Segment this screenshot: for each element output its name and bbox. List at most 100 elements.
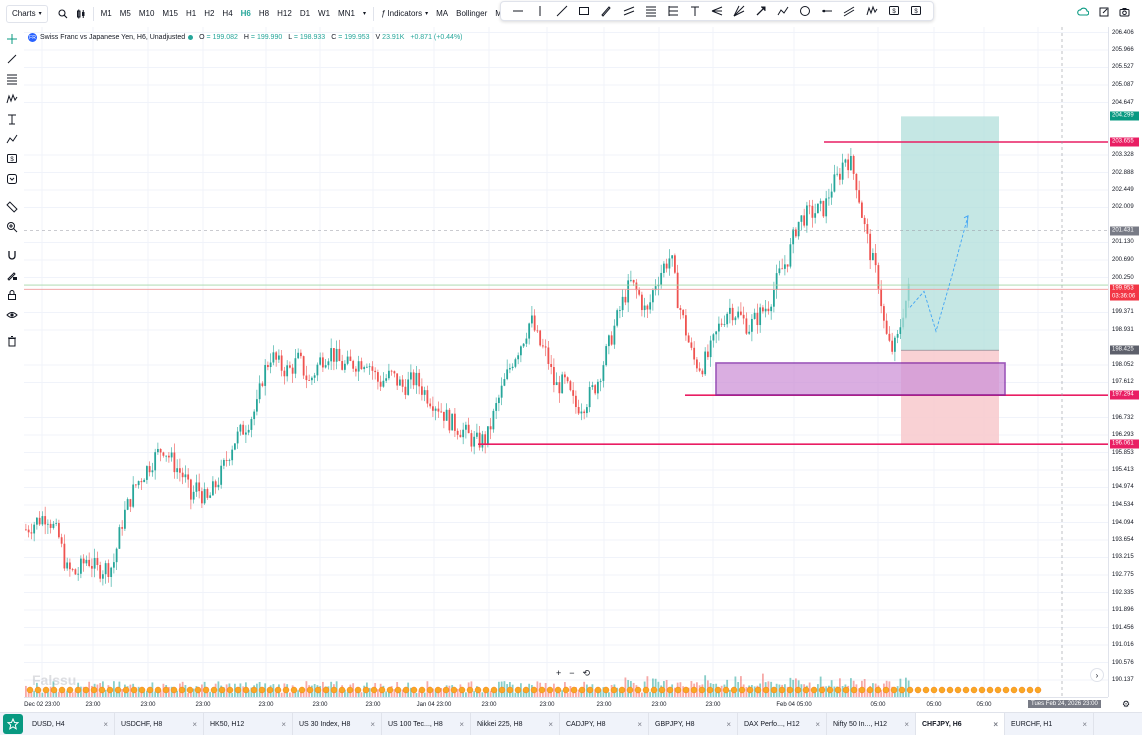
timeframe-w1[interactable]: W1 [318,9,331,18]
zoom-out-button[interactable]: − [569,668,575,678]
chart-tab[interactable]: HK50, H12 × [204,712,293,735]
trend-line-icon[interactable] [555,4,569,18]
brush-icon[interactable] [599,4,613,18]
close-tab-icon[interactable]: × [904,719,909,729]
volume-bar [473,691,476,697]
close-tab-icon[interactable]: × [993,719,998,729]
charts-menu-button[interactable]: Charts ▾ [6,4,48,23]
scroll-to-realtime-button[interactable]: › [1090,668,1104,682]
text-icon[interactable] [4,111,20,127]
zoom-in-icon[interactable] [4,219,20,235]
close-tab-icon[interactable]: × [1082,719,1087,729]
timeframe-h6[interactable]: H6 [240,9,251,18]
event-marker-icon [850,686,858,694]
ruler-icon[interactable] [4,199,20,215]
rectangle-icon[interactable] [577,4,591,18]
chart-tab[interactable]: CHFJPY, H6 × [916,712,1005,735]
zoom-in-button[interactable]: + [556,668,562,678]
vertical-line-icon[interactable] [533,4,547,18]
chart-tab[interactable]: US 100 Tec..., H8 × [382,712,471,735]
chart-tab[interactable]: Nifty 50 In..., H12 × [827,712,916,735]
candle-body [814,213,817,218]
symbol-title[interactable]: Swiss Franc vs Japanese Yen, H6, Unadjus… [40,34,186,41]
chart-settings-gear-icon[interactable]: ⚙ [1122,699,1131,709]
timeframe-m1[interactable]: M1 [100,9,112,18]
close-tab-icon[interactable]: × [637,719,642,729]
close-tab-icon[interactable]: × [548,719,553,729]
timeframe-m5[interactable]: M5 [119,9,131,18]
chart-canvas[interactable] [24,27,1108,697]
timeframe-h1[interactable]: H1 [185,9,197,18]
candle-body [500,385,503,398]
ray-icon[interactable] [820,4,834,18]
timeframe-m15[interactable]: M15 [162,9,178,18]
price-label-icon[interactable]: $ [909,4,923,18]
close-tab-icon[interactable]: × [281,719,286,729]
collapse-icon[interactable] [4,171,20,187]
candlestick-icon[interactable] [72,5,90,23]
lock-drawings-pencil-icon[interactable] [4,267,20,283]
indicator-bollinger-button[interactable]: Bollinger [456,9,488,18]
parallel-lines-icon[interactable] [842,4,856,18]
chart-tab[interactable]: GBPJPY, H8 × [649,712,738,735]
path-icon[interactable] [4,131,20,147]
reset-chart-icon[interactable]: ⟲ [582,668,591,678]
chart-tab[interactable]: USDCHF, H8 × [115,712,204,735]
timeframe-more-chevron-icon[interactable]: ▾ [362,11,366,17]
cloud-sync-icon[interactable] [1077,4,1090,22]
timeframe-h2[interactable]: H2 [204,9,215,18]
circle-icon[interactable] [798,4,812,18]
fullscreen-icon[interactable] [1099,4,1109,22]
parallel-channel-icon[interactable] [622,4,636,18]
timeframe-h8[interactable]: H8 [258,9,270,18]
crosshair-icon[interactable] [4,31,20,47]
elliott-wave-icon[interactable] [865,4,879,18]
path-icon[interactable] [776,4,790,18]
pitchfork-icon[interactable] [710,4,724,18]
timeframe-mn1[interactable]: MN1 [338,9,355,18]
trend-line-icon[interactable] [4,51,20,67]
close-tab-icon[interactable]: × [103,719,108,729]
elliott-wave-icon[interactable] [4,91,20,107]
chart-tab[interactable]: CADJPY, H8 × [560,712,649,735]
close-tab-icon[interactable]: × [815,719,820,729]
price-note-icon[interactable]: $ [887,4,901,18]
chart-tab[interactable]: Nikkei 225, H8 × [471,712,560,735]
candle-body [88,559,91,567]
timeframe-h12[interactable]: H12 [277,9,292,18]
volume-bar [492,690,495,697]
timeframe-d1[interactable]: D1 [299,9,311,18]
price-chart[interactable] [24,27,1108,697]
magnet-icon[interactable] [4,247,20,263]
close-tab-icon[interactable]: × [726,719,731,729]
close-tab-icon[interactable]: × [192,719,197,729]
price-axis[interactable]: 206.406 205.966 205.527 205.087 204.647 203.3… [1108,27,1142,697]
fib-retracement-icon[interactable] [644,4,658,18]
chart-tab[interactable]: DUSD, H4 × [26,712,115,735]
eye-icon[interactable] [4,307,20,323]
arrow-icon[interactable] [754,4,768,18]
favorites-star-icon[interactable] [3,714,23,734]
volume-bar [143,691,146,697]
lock-icon[interactable] [4,287,20,303]
camera-icon[interactable] [1119,4,1130,22]
volume-bar [866,689,869,697]
close-tab-icon[interactable]: × [459,719,464,729]
price-note-icon[interactable]: $ [4,151,20,167]
timeframe-m10[interactable]: M10 [138,9,155,18]
timeframe-h4[interactable]: H4 [222,9,233,18]
gann-fan-icon[interactable] [732,4,746,18]
trash-icon[interactable] [4,333,20,349]
search-icon[interactable] [54,5,72,23]
text-icon[interactable] [688,4,702,18]
chart-tab[interactable]: US 30 Index, H8 × [293,712,382,735]
fib-extension-icon[interactable] [666,4,680,18]
close-tab-icon[interactable]: × [370,719,375,729]
chart-tab[interactable]: DAX Perfo..., H12 × [738,712,827,735]
horizontal-line-icon[interactable] [511,4,525,18]
fib-retracement-icon[interactable] [4,71,20,87]
chart-tab[interactable]: EURCHF, H1 × [1005,712,1094,735]
indicator-ma-button[interactable]: MA [436,9,449,18]
indicators-button[interactable]: ƒ Indicators ▾ [377,5,432,23]
